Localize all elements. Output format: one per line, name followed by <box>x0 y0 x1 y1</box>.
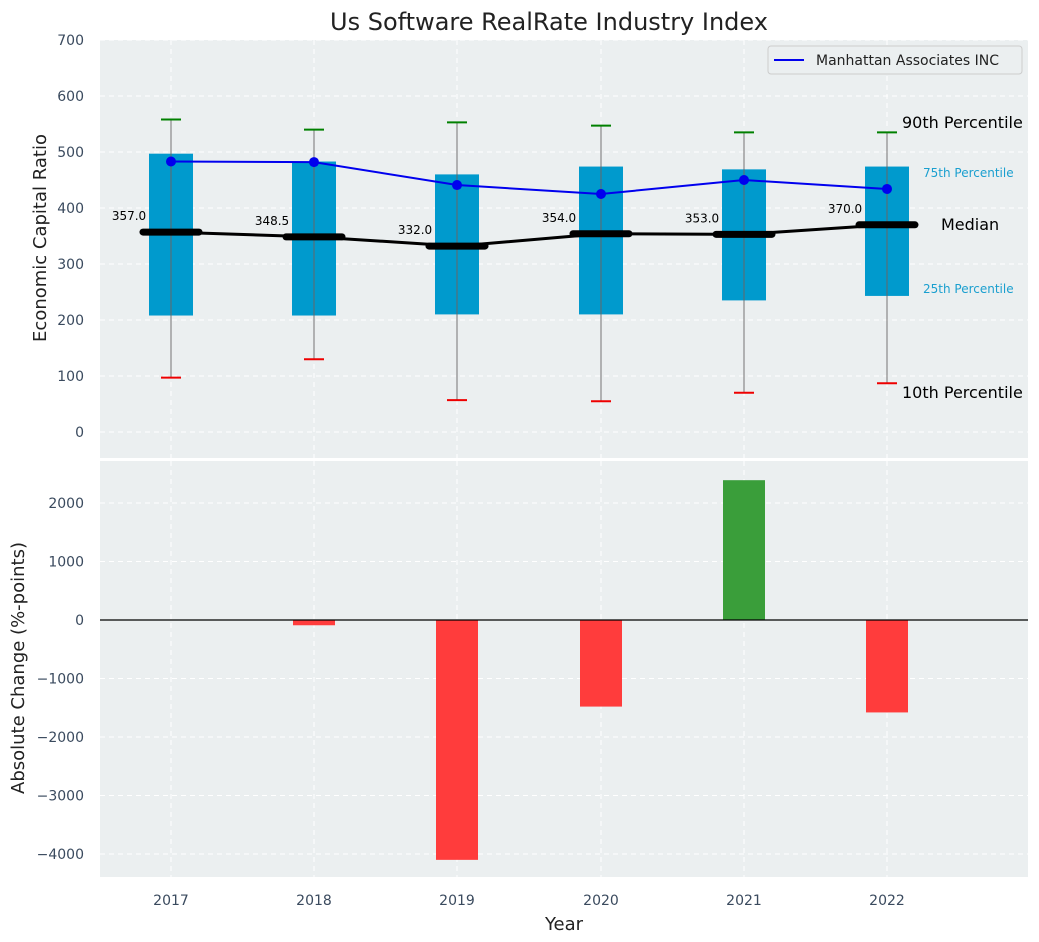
bottom-y-tick-3: −1000 <box>37 672 84 688</box>
bottom-y-tick-0: −4000 <box>37 847 84 863</box>
top-y-tick-600: 600 <box>57 89 84 105</box>
bottom-y-tick-5: 1000 <box>48 555 84 571</box>
company-point-2017 <box>166 156 176 167</box>
company-point-2019 <box>452 180 462 191</box>
x-axis-title: Year <box>544 914 584 935</box>
company-point-2018 <box>309 157 319 168</box>
company-point-2021 <box>739 175 749 185</box>
bar-2022 <box>866 620 908 713</box>
x-tick-2022: 2022 <box>869 893 905 909</box>
bar-2020 <box>580 620 622 707</box>
x-tick-labels: 2017 2018 2019 2020 2021 2022 <box>153 893 905 909</box>
bar-2021 <box>723 480 765 620</box>
top-y-tick-400: 400 <box>57 201 84 217</box>
chart-title: Us Software RealRate Industry Index <box>330 8 768 36</box>
company-point-2022 <box>882 183 892 194</box>
median-value-label-2022: 370.0 <box>828 202 862 216</box>
top-y-tick-200: 200 <box>57 313 84 329</box>
change-bars <box>100 480 1028 860</box>
p75-annotation: 75th Percentile <box>923 166 1014 180</box>
bottom-gridlines <box>100 461 1028 877</box>
median-series: 357.0 348.5 332.0 354.0 353.0 370.0 <box>112 202 919 250</box>
top-y-tick-labels: 0 100 200 300 400 500 600 700 <box>57 33 84 441</box>
top-y-axis-title: Economic Capital Ratio <box>30 134 51 342</box>
p25-annotation: 25th Percentile <box>923 282 1014 296</box>
bar-2018 <box>293 620 335 626</box>
median-value-label-2021: 353.0 <box>685 211 719 225</box>
median-value-label-2019: 332.0 <box>398 223 432 237</box>
company-series <box>166 156 892 199</box>
bottom-y-axis-title: Absolute Change (%-points) <box>8 542 29 794</box>
bottom-y-tick-labels: −4000 −3000 −2000 −1000 0 1000 2000 <box>37 496 84 863</box>
company-point-2020 <box>596 189 606 199</box>
median-value-label-2017: 357.0 <box>112 209 146 223</box>
top-y-tick-300: 300 <box>57 257 84 273</box>
p10-annotation: 10th Percentile <box>902 383 1023 402</box>
company-line-path <box>170 160 888 196</box>
median-value-label-2018: 348.5 <box>255 214 289 228</box>
bottom-y-tick-1: −3000 <box>37 789 84 805</box>
legend: Manhattan Associates INC <box>767 45 1023 75</box>
top-y-tick-700: 700 <box>57 33 84 49</box>
bar-2019 <box>436 620 478 860</box>
x-tick-2019: 2019 <box>439 893 475 909</box>
legend-label: Manhattan Associates INC <box>816 53 999 69</box>
top-y-tick-0: 0 <box>75 425 84 441</box>
x-tick-2017: 2017 <box>153 893 189 909</box>
median-annotation: Median <box>941 215 999 234</box>
median-value-label-2020: 354.0 <box>542 211 576 225</box>
x-tick-2018: 2018 <box>296 893 332 909</box>
legend-box <box>767 45 1023 75</box>
bottom-y-tick-4: 0 <box>75 613 84 629</box>
x-tick-2020: 2020 <box>583 893 619 909</box>
p90-annotation: 90th Percentile <box>902 113 1023 132</box>
x-tick-2021: 2021 <box>726 893 762 909</box>
bottom-y-tick-2: −2000 <box>37 730 84 746</box>
bottom-y-tick-6: 2000 <box>48 496 84 512</box>
top-y-tick-500: 500 <box>57 145 84 161</box>
top-y-tick-100: 100 <box>57 369 84 385</box>
